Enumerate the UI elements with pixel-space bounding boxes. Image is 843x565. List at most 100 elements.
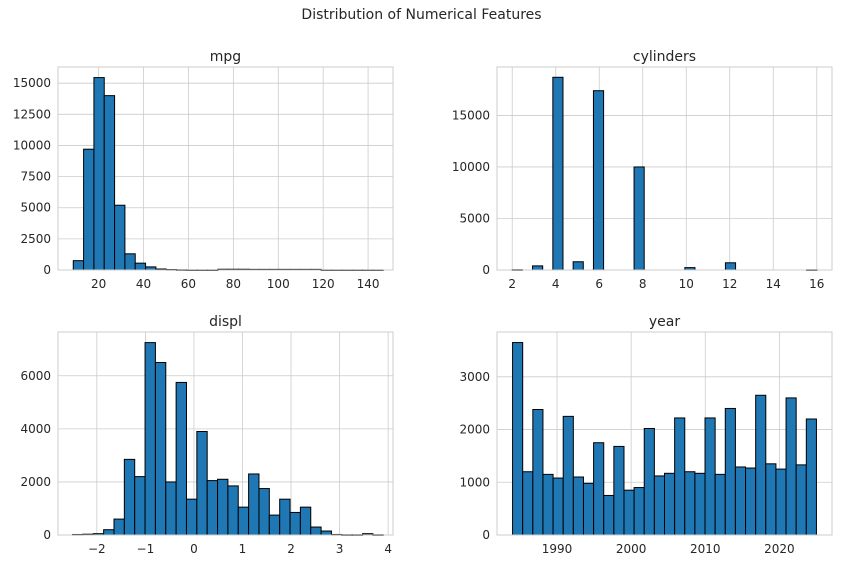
mpg-bar	[114, 204, 126, 271]
displ-panel: −2 −1 0 1 2 3 4 0 2000 4000 6000 displ	[20, 314, 394, 556]
year-bar	[805, 418, 817, 536]
cylinders-ytick-label: 5000	[459, 211, 490, 225]
year-bar	[795, 464, 807, 536]
year-xtick-label: 2010	[690, 542, 721, 556]
cylinders-ytick-label: 0	[482, 263, 490, 277]
figure-title: Distribution of Numerical Features	[301, 7, 542, 23]
year-bar	[633, 487, 645, 536]
displ-bar	[310, 526, 322, 536]
year-bar	[512, 342, 524, 536]
cylinders-bar	[572, 261, 584, 271]
mpg-xtick-label: 120	[312, 277, 335, 291]
displ-bar	[320, 530, 332, 536]
cylinders-xtick-label: 14	[766, 277, 781, 291]
year-ytick-label: 0	[482, 528, 490, 542]
displ-xtick-label: 3	[336, 542, 344, 556]
displ-bar	[103, 529, 115, 536]
year-bar	[613, 445, 625, 536]
year-xtick-label: 2000	[616, 542, 647, 556]
year-bar	[714, 473, 726, 536]
mpg-xtick-label: 40	[136, 277, 151, 291]
displ-bar	[299, 506, 312, 536]
displ-bar	[134, 476, 146, 536]
year-xtick-label: 1990	[542, 542, 573, 556]
displ-xtick-label: 4	[384, 542, 392, 556]
cylinders-axes-frame	[496, 66, 833, 271]
year-bar	[623, 489, 635, 536]
cylinders-ytick-label: 15000	[452, 108, 490, 122]
year-xtick-label: 2020	[764, 542, 795, 556]
mpg-panel: 20 40 60 80 100 120 140 0 2500 5000 7500 10000 12500…	[13, 49, 394, 291]
displ-bar	[165, 481, 177, 536]
year-bar	[724, 407, 736, 536]
mpg-ytick-label: 2500	[20, 232, 51, 246]
mpg-xtick-label: 140	[357, 277, 380, 291]
displ-ytick-label: 2000	[20, 475, 51, 489]
year-bar	[684, 471, 696, 536]
mpg-xtick-label: 100	[267, 277, 290, 291]
mpg-bar	[103, 95, 116, 271]
cylinders-xtick-label: 16	[809, 277, 824, 291]
mpg-bar	[124, 253, 136, 271]
year-bar	[562, 415, 574, 536]
displ-bar	[123, 458, 136, 536]
displ-ytick-label: 4000	[20, 422, 51, 436]
displ-bar	[144, 342, 156, 536]
displ-xtick-label: 1	[239, 542, 247, 556]
cylinders-title: cylinders	[633, 49, 696, 65]
year-title: year	[649, 314, 680, 330]
mpg-xtick-label: 80	[226, 277, 241, 291]
year-bar	[593, 442, 605, 536]
year-bar	[734, 466, 747, 536]
cylinders-bar	[592, 90, 605, 271]
displ-bar	[237, 506, 250, 536]
year-bar	[775, 468, 787, 536]
cylinders-xtick-label: 10	[679, 277, 694, 291]
mpg-ytick-label: 10000	[13, 138, 51, 152]
year-bar	[765, 463, 777, 536]
mpg-axes-frame	[57, 66, 394, 271]
year-bar	[582, 482, 595, 536]
year-bar	[694, 472, 706, 536]
displ-ytick-label: 6000	[20, 369, 51, 383]
year-bar	[552, 477, 564, 536]
year-bar	[572, 476, 584, 536]
year-axes-frame	[496, 331, 833, 536]
cylinders-panel: 2 4 6 8 10 12 14 16 0 5000 10000 15000 cylinders	[452, 49, 833, 291]
year-bar	[542, 473, 554, 536]
year-ytick-label: 3000	[459, 370, 490, 384]
year-ytick-label: 2000	[459, 423, 490, 437]
cylinders-bar	[633, 166, 645, 271]
mpg-bar	[134, 262, 147, 271]
displ-bar	[217, 478, 229, 536]
cylinders-xtick-label: 4	[552, 277, 560, 291]
displ-bar	[227, 485, 239, 536]
cylinders-xtick-label: 2	[508, 277, 516, 291]
displ-bar	[206, 480, 219, 536]
displ-bar	[248, 473, 260, 536]
year-bar	[603, 494, 615, 536]
year-bar	[532, 409, 544, 536]
mpg-bar	[72, 260, 85, 271]
displ-axes-frame	[57, 331, 394, 536]
mpg-xtick-label: 60	[181, 277, 196, 291]
year-panel: 1990 2000 2010 2020 0 1000 2000 3000 year	[459, 314, 833, 556]
year-bar	[653, 475, 666, 536]
year-bar	[745, 467, 757, 536]
mpg-ytick-label: 0	[43, 263, 51, 277]
displ-ytick-label: 0	[43, 528, 51, 542]
displ-bar	[289, 511, 301, 536]
mpg-ytick-label: 7500	[20, 170, 51, 184]
year-ytick-label: 1000	[459, 475, 490, 489]
displ-bar	[113, 518, 125, 536]
displ-bar	[185, 498, 198, 536]
displ-xtick-label: −2	[88, 542, 106, 556]
displ-bar	[258, 488, 270, 536]
displ-xtick-label: 0	[190, 542, 198, 556]
displ-bar	[196, 431, 208, 536]
mpg-ytick-label: 5000	[20, 201, 51, 215]
displ-bar	[279, 498, 291, 536]
cylinders-xtick-label: 6	[595, 277, 603, 291]
